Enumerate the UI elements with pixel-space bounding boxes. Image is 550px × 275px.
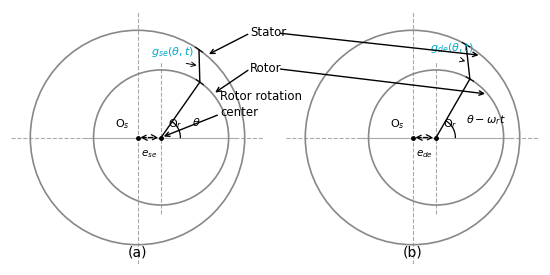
Text: $e_{de}$: $e_{de}$ — [416, 148, 433, 160]
Text: $g_{se}(\theta,t)$: $g_{se}(\theta,t)$ — [151, 45, 194, 59]
Text: O$_r$: O$_r$ — [168, 117, 182, 131]
Text: Rotor: Rotor — [250, 62, 282, 75]
Text: O$_s$: O$_s$ — [116, 117, 130, 131]
Text: (b): (b) — [403, 246, 422, 260]
Text: Rotor rotation
center: Rotor rotation center — [220, 90, 302, 119]
Text: $g_{de}(\theta,t)$: $g_{de}(\theta,t)$ — [430, 42, 474, 55]
Text: $e_{se}$: $e_{se}$ — [141, 148, 157, 160]
Text: $\theta$: $\theta$ — [191, 116, 200, 128]
Text: $\theta - \omega_r t$: $\theta - \omega_r t$ — [466, 114, 506, 127]
Text: O$_s$: O$_s$ — [390, 117, 405, 131]
Text: (a): (a) — [128, 246, 147, 260]
Text: O$_r$: O$_r$ — [443, 117, 457, 131]
Text: Stator: Stator — [250, 26, 287, 40]
